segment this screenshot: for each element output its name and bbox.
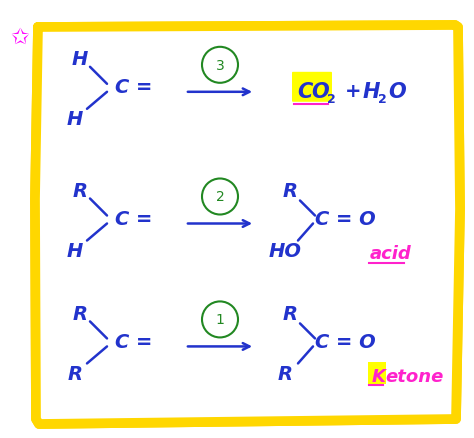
Text: C = O: C = O [315,332,376,351]
Text: 3: 3 [216,59,224,73]
Text: K: K [372,367,386,385]
Text: HO: HO [268,241,301,261]
Text: R: R [277,364,292,383]
Text: R: R [283,304,298,323]
Text: R: R [67,364,82,383]
Text: H: H [67,241,83,261]
Text: C =: C = [115,209,152,229]
Text: C =: C = [115,78,152,97]
Text: etone: etone [385,367,443,385]
Text: ✩: ✩ [10,28,28,48]
Text: H: H [363,81,381,102]
Text: +: + [345,82,362,101]
Text: acid: acid [370,245,412,263]
Text: R: R [73,182,88,201]
FancyBboxPatch shape [368,363,386,385]
Polygon shape [35,26,460,424]
Text: O: O [388,81,406,102]
Text: 2: 2 [216,190,224,204]
Text: R: R [73,304,88,323]
Text: H: H [67,110,83,129]
Text: C = O: C = O [315,209,376,229]
Text: C: C [297,81,312,102]
Text: R: R [283,182,298,201]
FancyBboxPatch shape [292,73,332,102]
Text: 2: 2 [378,93,387,106]
Text: C =: C = [115,332,152,351]
Text: 1: 1 [216,313,224,327]
Text: 2: 2 [327,93,336,106]
Text: O: O [311,81,329,102]
Text: H: H [72,50,88,69]
